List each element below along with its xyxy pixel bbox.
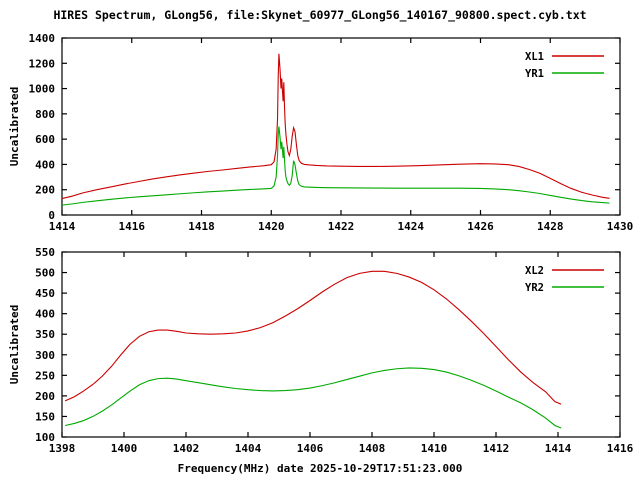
x-tick-label: 1430 bbox=[607, 220, 634, 233]
x-axis-footer-label: Frequency(MHz) date 2025-10-29T17:51:23.… bbox=[178, 462, 463, 475]
x-tick-label: 1416 bbox=[119, 220, 146, 233]
series-line-xl2 bbox=[64, 270, 562, 405]
y-tick-label: 100 bbox=[35, 431, 55, 444]
legend-label-xl2: XL2 bbox=[525, 265, 544, 277]
y-tick-label: 600 bbox=[35, 133, 55, 146]
x-tick-label: 1398 bbox=[49, 442, 76, 455]
y-tick-label: 1000 bbox=[29, 83, 56, 96]
series-line-yr1 bbox=[61, 126, 610, 206]
legend-label-yr2: YR2 bbox=[525, 282, 544, 294]
y-tick-label: 550 bbox=[35, 246, 55, 259]
x-tick-label: 1410 bbox=[421, 442, 448, 455]
y-tick-label: 0 bbox=[48, 209, 55, 222]
y-axis-title: Uncalibrated bbox=[8, 305, 21, 384]
x-tick-label: 1412 bbox=[483, 442, 510, 455]
x-tick-label: 1426 bbox=[467, 220, 494, 233]
x-tick-label: 1404 bbox=[235, 442, 262, 455]
y-tick-label: 800 bbox=[35, 108, 55, 121]
x-tick-label: 1402 bbox=[173, 442, 200, 455]
y-tick-label: 200 bbox=[35, 184, 55, 197]
x-tick-label: 1414 bbox=[49, 220, 76, 233]
y-tick-label: 450 bbox=[35, 287, 55, 300]
x-tick-label: 1406 bbox=[297, 442, 324, 455]
y-tick-label: 250 bbox=[35, 369, 55, 382]
y-tick-label: 350 bbox=[35, 328, 55, 341]
x-tick-label: 1428 bbox=[537, 220, 564, 233]
x-tick-label: 1416 bbox=[607, 442, 634, 455]
x-tick-label: 1408 bbox=[359, 442, 386, 455]
series-line-yr2 bbox=[64, 367, 562, 429]
y-tick-label: 1400 bbox=[29, 32, 56, 45]
lower-panel: 1398 1400 1402 1404 1406 1408 1410 1412 1414 1416… bbox=[8, 246, 634, 455]
y-tick-label: 150 bbox=[35, 410, 55, 423]
x-tick-label: 1400 bbox=[111, 442, 138, 455]
y-tick-label: 400 bbox=[35, 308, 55, 321]
legend-label-yr1: YR1 bbox=[525, 68, 544, 80]
x-tick-label: 1418 bbox=[188, 220, 215, 233]
figure-title: HIRES Spectrum, GLong56, file:Skynet_609… bbox=[53, 8, 586, 23]
x-tick-label: 1424 bbox=[398, 220, 425, 233]
x-tick-label: 1422 bbox=[328, 220, 355, 233]
y-tick-label: 400 bbox=[35, 158, 55, 171]
x-tick-label: 1414 bbox=[545, 442, 572, 455]
plot-frame bbox=[61, 251, 621, 438]
upper-panel: 1414 1416 1418 1420 1422 1424 1426 1428 1430 0 200… bbox=[8, 32, 633, 233]
legend-label-xl1: XL1 bbox=[525, 51, 544, 63]
y-tick-label: 500 bbox=[35, 267, 55, 280]
y-tick-label: 300 bbox=[35, 349, 55, 362]
x-tick-label: 1420 bbox=[258, 220, 285, 233]
y-axis-title: Uncalibrated bbox=[8, 87, 21, 166]
series-line-xl1 bbox=[61, 53, 610, 200]
y-tick-label: 1200 bbox=[29, 57, 56, 70]
y-tick-label: 200 bbox=[35, 390, 55, 403]
